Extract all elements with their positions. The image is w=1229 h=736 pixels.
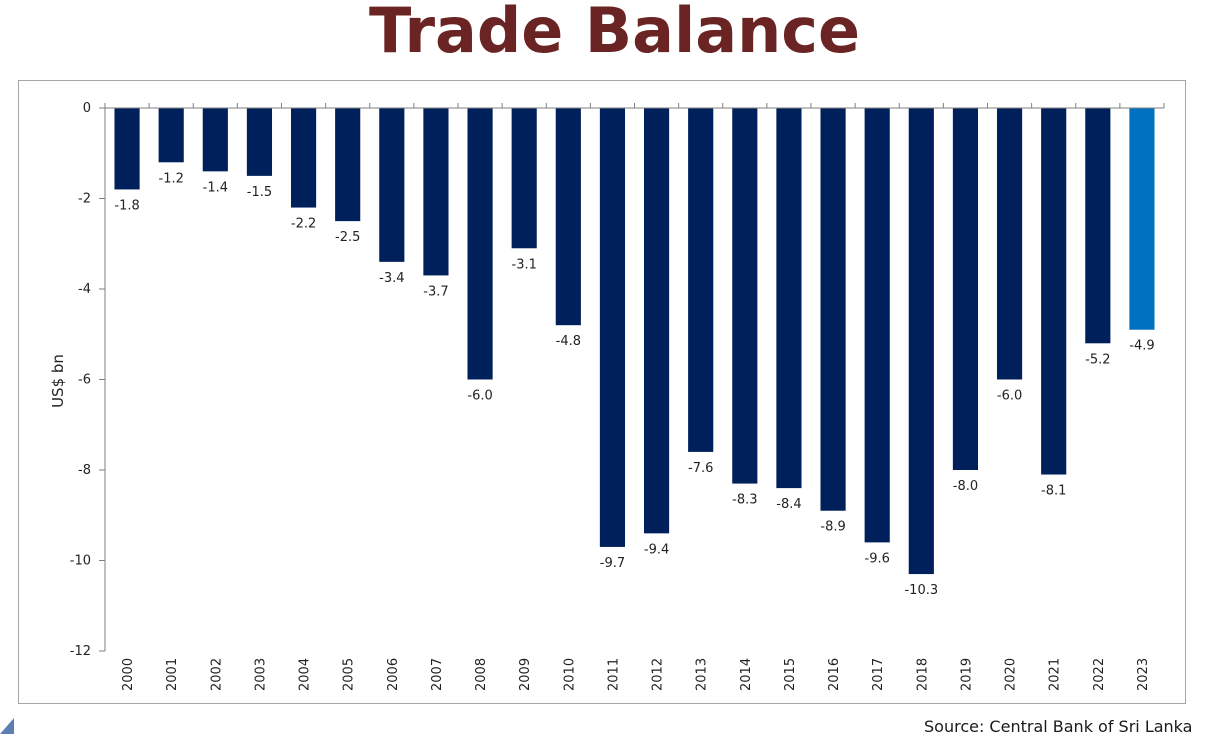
bar-2022 bbox=[1085, 108, 1111, 344]
bar-2019 bbox=[952, 108, 979, 470]
x-tick-label-2002: 2002 bbox=[209, 658, 224, 691]
x-tick-label-2022: 2022 bbox=[1092, 658, 1107, 691]
bar-chart: 0 -2 -4 -6 -8 -10 -12 US$ bn -1.8 2000 -1.2 2001 -1.… bbox=[49, 101, 1165, 691]
data-label-2014: -8.3 bbox=[732, 493, 757, 508]
data-label-2002: -1.4 bbox=[203, 180, 228, 195]
y-tick-label: -12 bbox=[70, 644, 91, 659]
data-label-2019: -8.0 bbox=[953, 479, 978, 494]
data-label-2004: -2.2 bbox=[291, 217, 316, 232]
x-tick-label-2003: 2003 bbox=[253, 658, 268, 691]
x-tick-label-2007: 2007 bbox=[430, 658, 445, 691]
bar-2021 bbox=[1041, 108, 1067, 475]
bar-2006 bbox=[379, 108, 405, 262]
bar-2007 bbox=[423, 108, 449, 276]
data-label-2016: -8.9 bbox=[820, 520, 845, 535]
x-tick-label-2016: 2016 bbox=[827, 658, 842, 691]
bar-2001 bbox=[158, 108, 184, 163]
bar-2014 bbox=[732, 108, 758, 484]
data-label-2007: -3.7 bbox=[423, 284, 448, 299]
bar-2003 bbox=[246, 108, 273, 176]
bar-2018 bbox=[908, 108, 934, 575]
x-tick-label-2010: 2010 bbox=[562, 658, 577, 691]
data-label-2020: -6.0 bbox=[997, 389, 1022, 404]
data-label-2023: -4.9 bbox=[1129, 339, 1154, 354]
y-tick-label: -2 bbox=[78, 192, 91, 207]
corner-arrow-icon bbox=[0, 718, 14, 734]
bar-2005 bbox=[335, 108, 361, 222]
x-tick-label-2018: 2018 bbox=[915, 658, 930, 691]
x-tick-label-2014: 2014 bbox=[739, 658, 754, 691]
bar-2010 bbox=[555, 108, 581, 326]
data-label-2015: -8.4 bbox=[776, 497, 801, 512]
bar-2004 bbox=[290, 108, 317, 208]
bar-2008 bbox=[467, 108, 493, 380]
x-tick-label-2019: 2019 bbox=[959, 658, 974, 691]
chart-title: Trade Balance bbox=[368, 0, 861, 67]
bar-2000 bbox=[114, 108, 140, 190]
data-label-2013: -7.6 bbox=[688, 461, 713, 476]
x-tick-label-2021: 2021 bbox=[1048, 658, 1063, 691]
data-label-2003: -1.5 bbox=[247, 185, 272, 200]
x-tick-label-2009: 2009 bbox=[518, 658, 533, 691]
x-tick-label-2005: 2005 bbox=[342, 658, 357, 691]
data-label-2012: -9.4 bbox=[644, 542, 669, 557]
chart-frame: 0 -2 -4 -6 -8 -10 -12 US$ bn -1.8 2000 -1.2 2001 -1.… bbox=[18, 80, 1186, 704]
x-tick-label-2020: 2020 bbox=[1004, 658, 1019, 691]
bar-2009 bbox=[511, 108, 537, 249]
bar-2023 bbox=[1129, 108, 1155, 330]
y-tick-label: -8 bbox=[78, 463, 91, 478]
bar-2020 bbox=[996, 108, 1023, 380]
bar-2012 bbox=[643, 108, 670, 534]
data-label-2009: -3.1 bbox=[512, 257, 537, 272]
bar-2002 bbox=[202, 108, 228, 172]
x-tick-label-2008: 2008 bbox=[474, 658, 489, 691]
data-label-2005: -2.5 bbox=[335, 230, 360, 245]
data-label-2022: -5.2 bbox=[1085, 352, 1110, 367]
y-axis-title: US$ bn bbox=[49, 354, 67, 408]
data-label-2006: -3.4 bbox=[379, 271, 404, 286]
source-note: Source: Central Bank of Sri Lanka bbox=[924, 717, 1193, 736]
bar-2011 bbox=[599, 108, 626, 547]
y-tick-label: -10 bbox=[70, 554, 91, 569]
data-label-2010: -4.8 bbox=[556, 334, 581, 349]
x-tick-label-2015: 2015 bbox=[783, 658, 798, 691]
x-tick-label-2013: 2013 bbox=[695, 658, 710, 691]
x-tick-label-2006: 2006 bbox=[386, 658, 401, 691]
y-tick-label: -6 bbox=[78, 373, 91, 388]
x-tick-label-2004: 2004 bbox=[298, 658, 313, 691]
data-label-2011: -9.7 bbox=[600, 556, 625, 571]
data-label-2018: -10.3 bbox=[904, 583, 938, 598]
x-tick-label-2012: 2012 bbox=[651, 658, 666, 691]
bar-2013 bbox=[688, 108, 714, 452]
data-label-2008: -6.0 bbox=[467, 389, 492, 404]
y-tick-label: -4 bbox=[78, 282, 91, 297]
x-tick-label-2023: 2023 bbox=[1136, 658, 1151, 691]
data-label-2001: -1.2 bbox=[159, 171, 184, 186]
data-label-2021: -8.1 bbox=[1041, 484, 1066, 499]
bar-2016 bbox=[820, 108, 846, 511]
x-tick-label-2001: 2001 bbox=[165, 658, 180, 691]
x-tick-label-2017: 2017 bbox=[871, 658, 886, 691]
bar-2017 bbox=[864, 108, 890, 543]
x-tick-label-2011: 2011 bbox=[606, 658, 621, 691]
x-tick-label-2000: 2000 bbox=[121, 658, 136, 691]
data-label-2017: -9.6 bbox=[865, 551, 890, 566]
y-tick-label: 0 bbox=[83, 101, 91, 116]
data-label-2000: -1.8 bbox=[114, 198, 139, 213]
bar-2015 bbox=[776, 108, 802, 489]
